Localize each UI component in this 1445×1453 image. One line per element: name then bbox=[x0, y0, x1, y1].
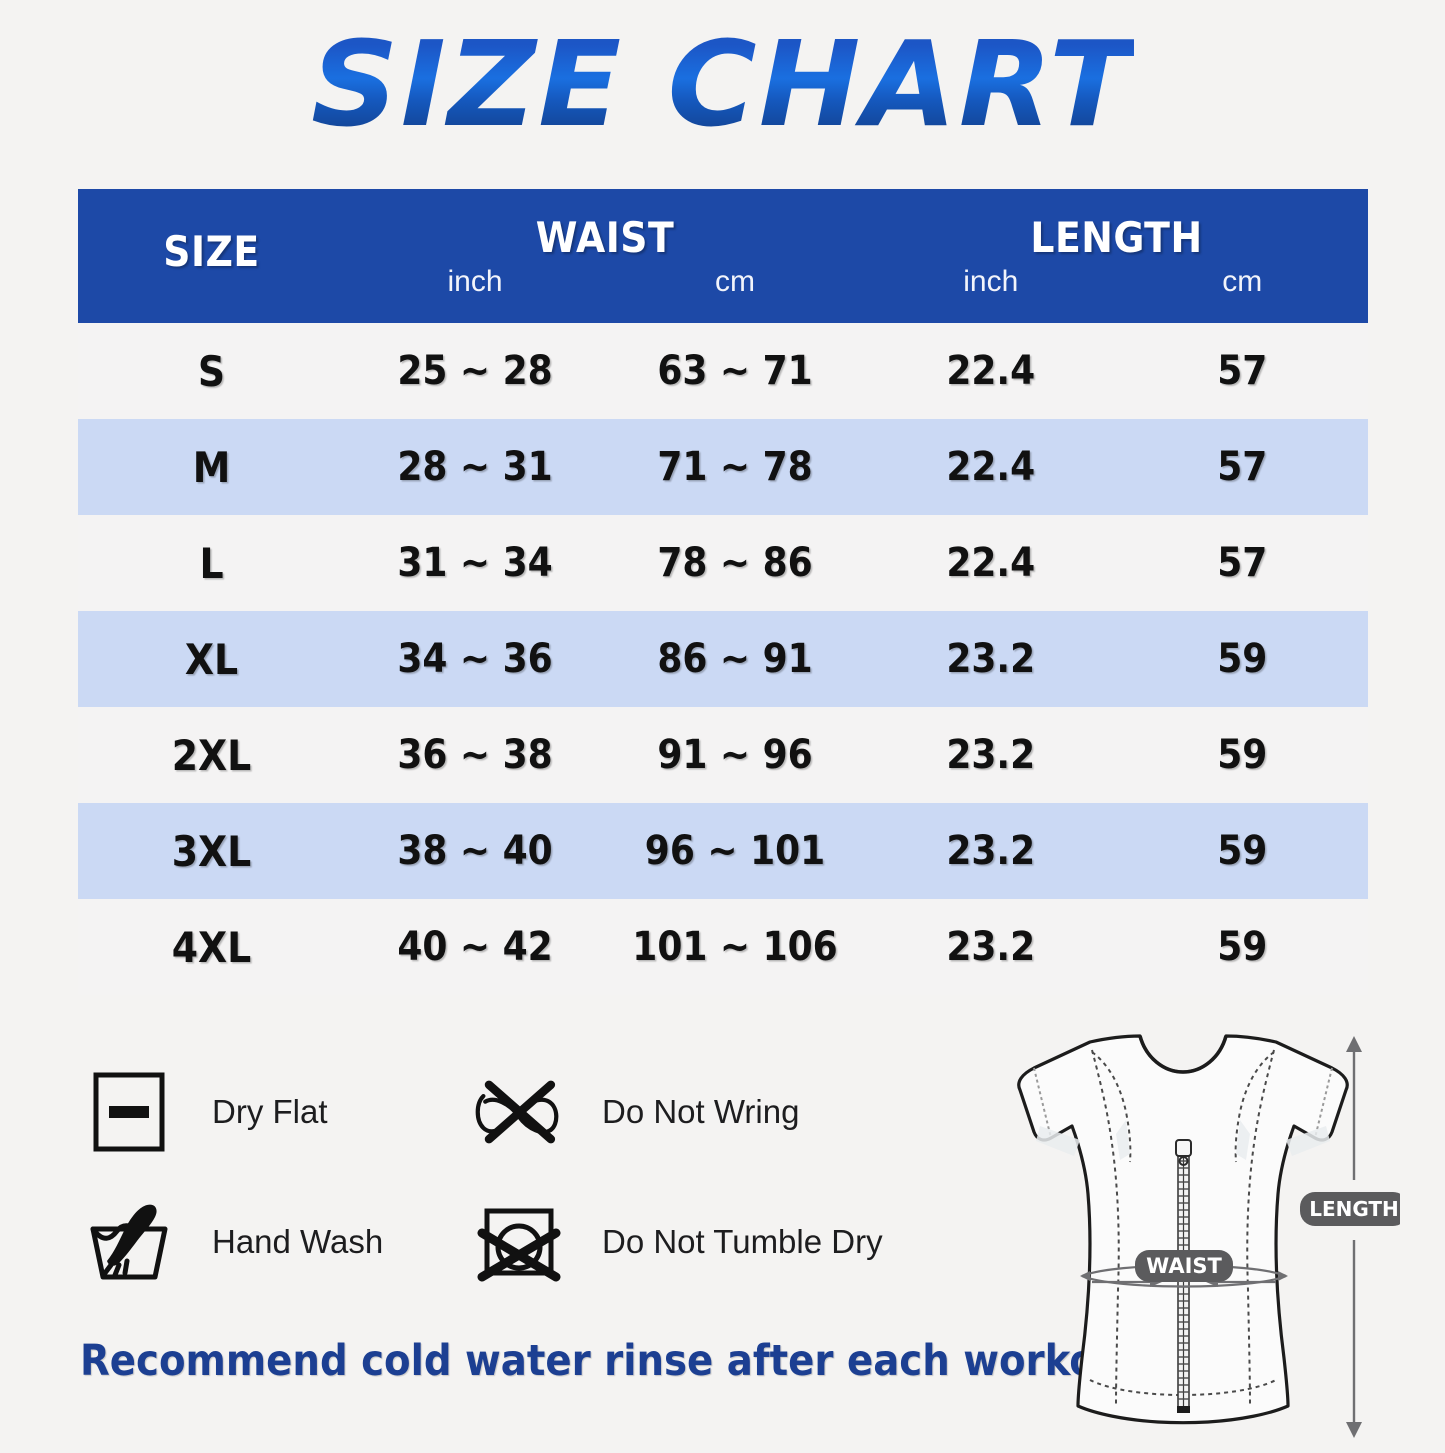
cell-length-inch: 23.2 bbox=[865, 707, 1117, 803]
dry-flat-icon bbox=[84, 1067, 174, 1157]
cell-size: 4XL bbox=[78, 899, 345, 995]
care-item-do-not-tumble-dry: Do Not Tumble Dry bbox=[474, 1192, 894, 1292]
title-area: SIZE CHART bbox=[0, 14, 1445, 154]
header-waist-label: WAIST bbox=[535, 213, 675, 262]
table-header-row: SIZE WAIST inch cm LENGTH inch cm bbox=[78, 189, 1368, 323]
care-item-dry-flat: Dry Flat bbox=[84, 1062, 474, 1162]
cell-waist-cm: 96 ~ 101 bbox=[605, 803, 865, 899]
recommendation-text: Recommend cold water rinse after each wo… bbox=[80, 1336, 1157, 1386]
header-group-waist: WAIST inch cm bbox=[345, 189, 865, 323]
waist-badge: WAIST bbox=[1135, 1250, 1233, 1282]
page-title: SIZE CHART bbox=[311, 15, 1134, 153]
care-row-2: Hand Wash Do Not Tumble Dry bbox=[84, 1192, 924, 1292]
cell-waist-cm: 78 ~ 86 bbox=[605, 515, 865, 611]
do-not-tumble-dry-icon bbox=[474, 1197, 564, 1287]
cell-waist-inch: 31 ~ 34 bbox=[345, 515, 605, 611]
care-row-1: Dry Flat Do Not Wring bbox=[84, 1062, 924, 1162]
cell-length-inch: 22.4 bbox=[865, 515, 1117, 611]
cell-length-cm: 57 bbox=[1116, 323, 1368, 419]
hand-wash-icon bbox=[84, 1197, 174, 1287]
table-row: S 25 ~ 28 63 ~ 71 22.4 57 bbox=[78, 323, 1368, 419]
cell-waist-inch: 34 ~ 36 bbox=[345, 611, 605, 707]
cell-length-inch: 23.2 bbox=[865, 803, 1117, 899]
cell-size: 2XL bbox=[78, 707, 345, 803]
cell-waist-inch: 40 ~ 42 bbox=[345, 899, 605, 995]
cell-size: M bbox=[78, 419, 345, 515]
cell-waist-inch: 25 ~ 28 bbox=[345, 323, 605, 419]
cell-waist-cm: 71 ~ 78 bbox=[605, 419, 865, 515]
care-label-dry-flat: Dry Flat bbox=[212, 1093, 328, 1130]
table-row: M 28 ~ 31 71 ~ 78 22.4 57 bbox=[78, 419, 1368, 515]
cell-waist-inch: 38 ~ 40 bbox=[345, 803, 605, 899]
length-arrow-up bbox=[1346, 1036, 1362, 1052]
cell-waist-cm: 86 ~ 91 bbox=[605, 611, 865, 707]
header-size-label: SIZE bbox=[163, 227, 260, 276]
header-waist-unit-inch: inch bbox=[447, 265, 503, 298]
cell-length-cm: 59 bbox=[1116, 803, 1368, 899]
table-row: 4XL 40 ~ 42 101 ~ 106 23.2 59 bbox=[78, 899, 1368, 995]
cell-waist-cm: 91 ~ 96 bbox=[605, 707, 865, 803]
cell-length-cm: 57 bbox=[1116, 419, 1368, 515]
cell-waist-cm: 101 ~ 106 bbox=[605, 899, 865, 995]
header-length-units: inch cm bbox=[865, 261, 1368, 299]
size-chart-table: SIZE WAIST inch cm LENGTH inch cm S 25 ~ … bbox=[78, 189, 1368, 995]
header-group-size: SIZE bbox=[78, 189, 345, 323]
svg-text:LENGTH: LENGTH bbox=[1309, 1197, 1399, 1221]
table-row: L 31 ~ 34 78 ~ 86 22.4 57 bbox=[78, 515, 1368, 611]
table-row: 3XL 38 ~ 40 96 ~ 101 23.2 59 bbox=[78, 803, 1368, 899]
cell-size: S bbox=[78, 323, 345, 419]
care-label-do-not-tumble-dry: Do Not Tumble Dry bbox=[602, 1223, 883, 1260]
do-not-wring-icon bbox=[474, 1067, 564, 1157]
cell-length-cm: 59 bbox=[1116, 611, 1368, 707]
care-label-do-not-wring: Do Not Wring bbox=[602, 1093, 800, 1130]
table-row: XL 34 ~ 36 86 ~ 91 23.2 59 bbox=[78, 611, 1368, 707]
header-length-label: LENGTH bbox=[1030, 213, 1203, 262]
cell-length-inch: 23.2 bbox=[865, 611, 1117, 707]
care-instructions: Dry Flat Do Not Wring bbox=[84, 1062, 924, 1322]
header-length-unit-inch: inch bbox=[963, 265, 1019, 298]
svg-text:WAIST: WAIST bbox=[1146, 1254, 1222, 1278]
cell-size: XL bbox=[78, 611, 345, 707]
header-waist-unit-cm: cm bbox=[715, 265, 755, 298]
cell-size: 3XL bbox=[78, 803, 345, 899]
table-body: S 25 ~ 28 63 ~ 71 22.4 57 M 28 ~ 31 71 ~ 78 22.4… bbox=[78, 323, 1368, 995]
cell-length-inch: 22.4 bbox=[865, 419, 1117, 515]
length-badge: LENGTH bbox=[1300, 1192, 1408, 1226]
care-label-hand-wash: Hand Wash bbox=[212, 1223, 384, 1260]
table-row: 2XL 36 ~ 38 91 ~ 96 23.2 59 bbox=[78, 707, 1368, 803]
table-header: SIZE WAIST inch cm LENGTH inch cm bbox=[78, 189, 1368, 323]
cell-size: L bbox=[78, 515, 345, 611]
cell-length-cm: 57 bbox=[1116, 515, 1368, 611]
header-group-length: LENGTH inch cm bbox=[865, 189, 1368, 323]
garment-diagram: WAIST LENGTH bbox=[940, 1028, 1408, 1448]
cell-length-cm: 59 bbox=[1116, 707, 1368, 803]
header-waist-units: inch cm bbox=[345, 261, 865, 299]
cell-length-inch: 22.4 bbox=[865, 323, 1117, 419]
length-arrow-down bbox=[1346, 1422, 1362, 1438]
cell-length-inch: 23.2 bbox=[865, 899, 1117, 995]
cell-waist-inch: 36 ~ 38 bbox=[345, 707, 605, 803]
care-item-do-not-wring: Do Not Wring bbox=[474, 1062, 894, 1162]
header-length-unit-cm: cm bbox=[1222, 265, 1263, 298]
care-item-hand-wash: Hand Wash bbox=[84, 1192, 474, 1292]
cell-waist-inch: 28 ~ 31 bbox=[345, 419, 605, 515]
cell-length-cm: 59 bbox=[1116, 899, 1368, 995]
cell-waist-cm: 63 ~ 71 bbox=[605, 323, 865, 419]
